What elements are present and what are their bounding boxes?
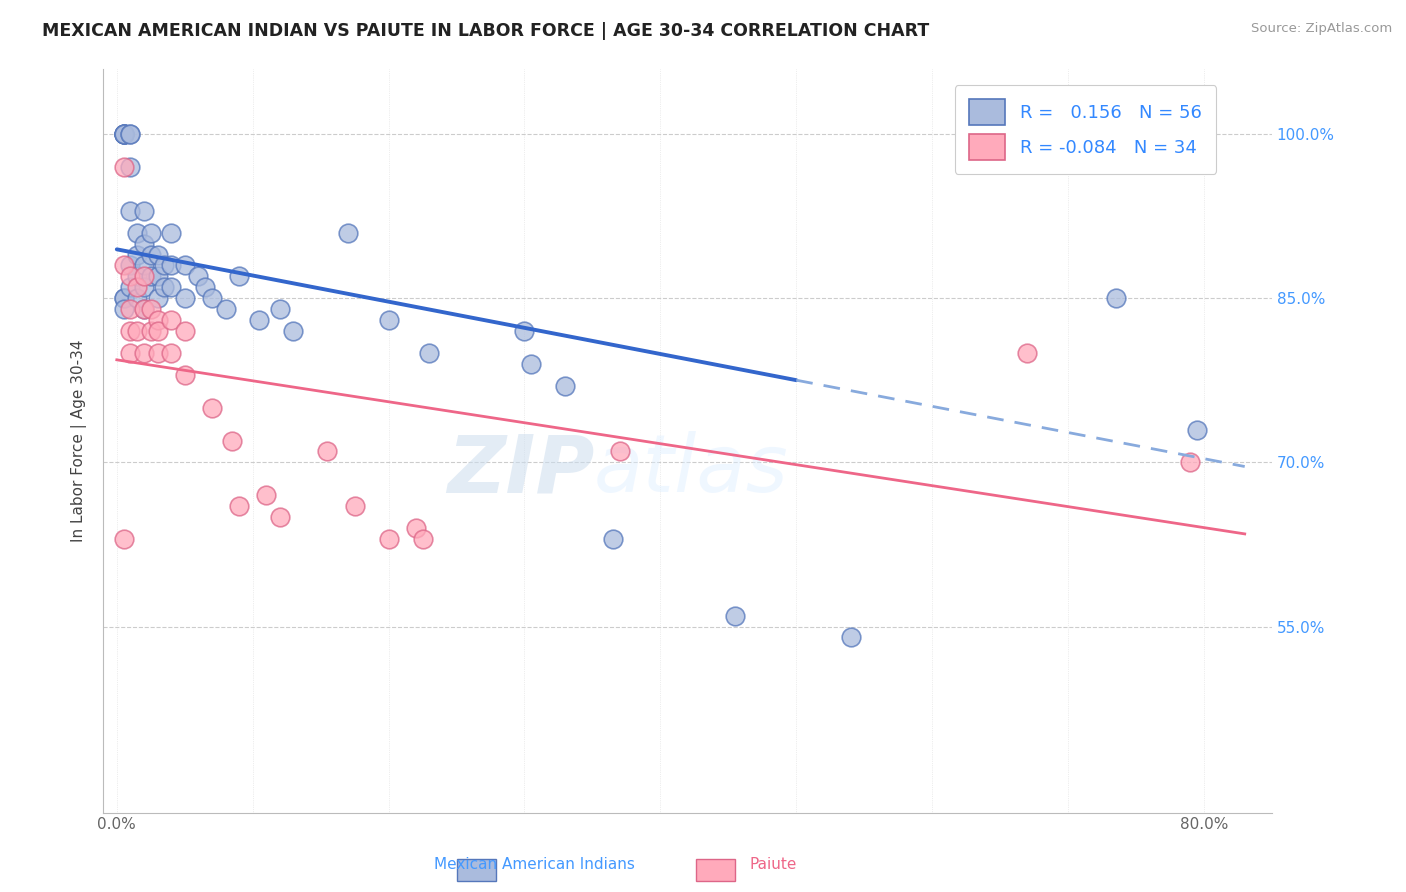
- Point: [1017, 346, 1039, 360]
- Point: [173, 324, 195, 338]
- Point: [724, 608, 747, 623]
- Point: [269, 510, 291, 524]
- Point: [139, 226, 162, 240]
- Point: [132, 236, 155, 251]
- Point: [249, 313, 271, 327]
- Point: [112, 160, 135, 174]
- Point: [120, 160, 142, 174]
- Point: [160, 280, 183, 294]
- Point: [120, 346, 142, 360]
- Point: [120, 280, 142, 294]
- Point: [228, 269, 250, 284]
- Point: [377, 532, 399, 546]
- Point: [120, 324, 142, 338]
- Point: [214, 302, 236, 317]
- Point: [120, 302, 142, 317]
- Point: [194, 280, 217, 294]
- Point: [127, 226, 149, 240]
- Point: [127, 280, 149, 294]
- Point: [139, 269, 162, 284]
- Point: [132, 302, 155, 317]
- Point: [146, 313, 169, 327]
- Point: [112, 127, 135, 141]
- Point: [412, 532, 434, 546]
- Point: [139, 247, 162, 261]
- Text: MEXICAN AMERICAN INDIAN VS PAIUTE IN LABOR FORCE | AGE 30-34 CORRELATION CHART: MEXICAN AMERICAN INDIAN VS PAIUTE IN LAB…: [42, 22, 929, 40]
- Point: [127, 269, 149, 284]
- Point: [127, 324, 149, 338]
- Point: [283, 324, 305, 338]
- Point: [221, 434, 243, 448]
- Point: [120, 203, 142, 218]
- Point: [112, 127, 135, 141]
- Point: [120, 259, 142, 273]
- Point: [112, 291, 135, 305]
- Point: [201, 401, 224, 415]
- Point: [139, 324, 162, 338]
- Point: [132, 346, 155, 360]
- Point: [201, 291, 224, 305]
- Point: [160, 259, 183, 273]
- Point: [377, 313, 399, 327]
- Point: [146, 269, 169, 284]
- Point: [1185, 423, 1208, 437]
- Point: [112, 302, 135, 317]
- Point: [139, 302, 162, 317]
- Point: [146, 346, 169, 360]
- Point: [112, 291, 135, 305]
- Point: [146, 291, 169, 305]
- Y-axis label: In Labor Force | Age 30-34: In Labor Force | Age 30-34: [72, 339, 87, 541]
- Point: [520, 357, 543, 371]
- Point: [132, 302, 155, 317]
- Point: [112, 127, 135, 141]
- Point: [405, 521, 427, 535]
- Point: [160, 226, 183, 240]
- Point: [132, 259, 155, 273]
- Point: [839, 631, 862, 645]
- Point: [173, 291, 195, 305]
- Point: [602, 532, 624, 546]
- Point: [132, 280, 155, 294]
- Text: atlas: atlas: [595, 432, 789, 509]
- Text: Paiute: Paiute: [749, 857, 797, 872]
- Point: [127, 291, 149, 305]
- Text: Mexican American Indians: Mexican American Indians: [434, 857, 634, 872]
- Point: [112, 259, 135, 273]
- Point: [120, 127, 142, 141]
- Point: [153, 280, 176, 294]
- Point: [120, 127, 142, 141]
- Point: [112, 127, 135, 141]
- Point: [1104, 291, 1126, 305]
- Point: [1180, 455, 1202, 469]
- Legend: R =   0.156   N = 56, R = -0.084   N = 34: R = 0.156 N = 56, R = -0.084 N = 34: [955, 85, 1216, 174]
- Text: ZIP: ZIP: [447, 432, 595, 509]
- Point: [1152, 127, 1174, 141]
- Point: [554, 379, 576, 393]
- Point: [112, 127, 135, 141]
- Point: [153, 259, 176, 273]
- Point: [316, 444, 339, 458]
- Point: [146, 324, 169, 338]
- Point: [336, 226, 359, 240]
- Point: [173, 368, 195, 382]
- Point: [228, 499, 250, 513]
- Text: Source: ZipAtlas.com: Source: ZipAtlas.com: [1251, 22, 1392, 36]
- Point: [609, 444, 631, 458]
- Point: [160, 346, 183, 360]
- Point: [269, 302, 291, 317]
- Point: [187, 269, 209, 284]
- Point: [254, 488, 277, 502]
- Point: [112, 532, 135, 546]
- Point: [513, 324, 536, 338]
- Point: [127, 247, 149, 261]
- Point: [343, 499, 366, 513]
- Point: [418, 346, 440, 360]
- Point: [173, 259, 195, 273]
- Point: [120, 269, 142, 284]
- Point: [132, 269, 155, 284]
- Point: [146, 247, 169, 261]
- Point: [160, 313, 183, 327]
- Point: [132, 203, 155, 218]
